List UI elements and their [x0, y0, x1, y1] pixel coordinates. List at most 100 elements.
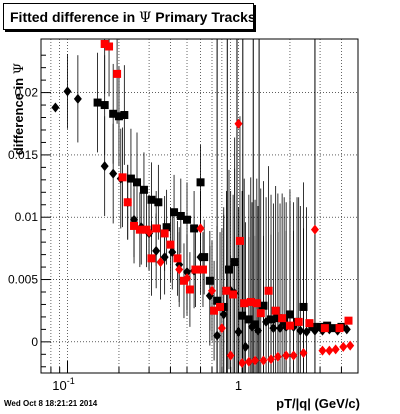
data-point-square: [160, 229, 169, 238]
data-point-square: [196, 178, 205, 187]
data-point-diamond: [346, 340, 355, 351]
data-point-square: [162, 223, 171, 232]
y-tick-label: 0.015: [8, 148, 38, 162]
data-point-diamond: [183, 267, 192, 278]
data-point-square: [147, 254, 156, 263]
data-point-square: [120, 111, 129, 120]
data-point-diamond: [100, 161, 109, 172]
data-point-diamond: [310, 224, 319, 235]
data-point-square: [105, 42, 114, 51]
data-point-square: [235, 236, 244, 245]
data-point-square: [299, 302, 308, 311]
data-point-diamond: [213, 330, 222, 341]
data-point-square: [210, 306, 219, 315]
chart-title-psi-symbol: Ψ: [139, 10, 152, 26]
data-point-square: [294, 317, 303, 326]
data-point-square: [152, 224, 161, 233]
data-point-square: [147, 195, 156, 204]
data-point-square: [316, 322, 325, 331]
data-point-diamond: [244, 356, 253, 367]
data-point-square: [305, 319, 314, 328]
y-axis-label: difference in Ψ: [11, 34, 27, 184]
data-point-square: [246, 297, 255, 306]
data-point-square: [154, 198, 163, 207]
data-point-square: [213, 296, 222, 305]
data-point-square: [183, 215, 192, 224]
data-point-square: [109, 109, 118, 118]
axis-layer: 10-1 1 0 0.005 0.01 0.015 0.02: [8, 38, 359, 393]
data-point-square: [285, 310, 294, 319]
data-point-square: [100, 39, 109, 48]
data-point-square: [179, 276, 188, 285]
data-point-square: [176, 211, 185, 220]
plot-frame: [40, 38, 359, 374]
data-point-square: [240, 299, 249, 308]
data-point-square: [173, 254, 182, 263]
data-point-diamond: [207, 285, 216, 296]
data-point-square: [216, 302, 225, 311]
timestamp: Wed Oct 8 18:21:21 2014: [4, 399, 98, 408]
data-point-square: [133, 178, 142, 187]
data-point-diamond: [196, 223, 205, 234]
grid-layer: [40, 39, 359, 373]
data-point-diamond: [325, 345, 334, 356]
data-point-square: [344, 316, 353, 325]
x-axis-label: pT/|q| (GeV/c): [276, 396, 360, 411]
data-point-diamond: [156, 257, 165, 268]
data-point-diamond: [152, 245, 161, 256]
data-point-square: [320, 324, 329, 333]
chart-title-suffix: Primary Tracks: [155, 9, 256, 25]
data-point-square: [200, 253, 209, 262]
data-point-square: [100, 101, 109, 110]
data-point-square: [271, 306, 280, 315]
data-point-diamond: [282, 350, 291, 361]
data-point-diamond: [63, 86, 72, 97]
data-point-square: [222, 286, 231, 295]
y-axis-label-text: difference in: [11, 77, 26, 156]
data-point-square: [123, 198, 132, 207]
x-tick-label: 1: [235, 378, 242, 393]
data-point-diamond: [267, 354, 276, 365]
y-tick-label: 0.01: [15, 210, 39, 224]
data-point-diamond: [51, 102, 60, 113]
y-tick-label: 0.02: [15, 86, 39, 100]
data-point-square: [252, 299, 261, 308]
data-point-square: [238, 311, 247, 320]
data-point-square: [166, 240, 175, 249]
chart-title-prefix: Fitted difference in: [10, 9, 136, 25]
data-point-square: [285, 321, 294, 330]
data-point-square: [130, 221, 139, 230]
x-tick-label: 10-1: [52, 376, 74, 393]
y-tick-label: 0.005: [8, 273, 38, 287]
data-point-diamond: [259, 355, 268, 366]
data-point-square: [278, 314, 287, 323]
data-point-square: [205, 276, 214, 285]
data-point-square: [139, 185, 148, 194]
data-point-diamond: [331, 344, 340, 355]
data-point-diamond: [160, 252, 169, 263]
error-bar-layer: [67, 39, 316, 373]
data-point-square: [93, 98, 102, 107]
data-point-square: [113, 69, 122, 78]
data-point-square: [244, 315, 253, 324]
data-point-square: [191, 265, 200, 274]
data-point-square: [251, 320, 260, 329]
data-point-diamond: [269, 323, 278, 334]
data-point-diamond: [217, 323, 226, 334]
data-point-square: [259, 301, 268, 310]
data-point-square: [185, 285, 194, 294]
data-point-diamond: [318, 345, 327, 356]
data-point-diamond: [219, 309, 228, 320]
data-point-square: [230, 258, 239, 267]
data-point-diamond: [234, 326, 243, 337]
marker-layer: [51, 39, 355, 369]
data-point-square: [190, 224, 199, 233]
data-point-diamond: [109, 168, 118, 179]
data-point-square: [256, 309, 265, 318]
data-point-square: [170, 208, 179, 217]
data-point-square: [267, 315, 276, 324]
data-point-square: [329, 324, 338, 333]
data-point-square: [335, 324, 344, 333]
data-point-square: [126, 174, 135, 183]
